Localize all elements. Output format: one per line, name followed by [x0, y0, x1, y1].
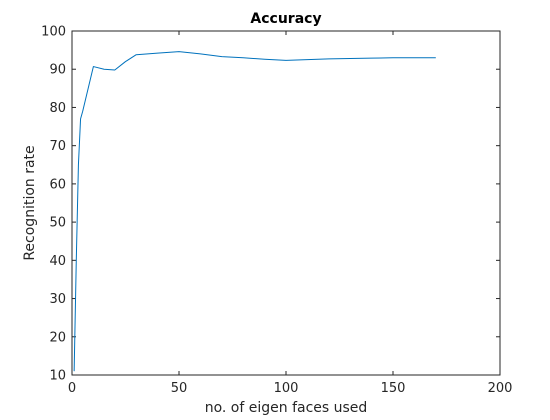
y-tick-label: 10 — [49, 369, 66, 384]
x-tick-label: 100 — [274, 381, 299, 396]
y-tick-label: 80 — [49, 101, 66, 116]
y-tick-label: 60 — [49, 177, 66, 192]
y-tick-label: 100 — [41, 25, 66, 40]
y-axis-label: Recognition rate — [22, 145, 38, 260]
series-layer — [73, 51, 436, 372]
series-line-recognition-rate — [73, 51, 436, 372]
y-tick-label: 40 — [49, 254, 66, 269]
y-tick-label: 30 — [49, 292, 66, 307]
chart-title: Accuracy — [250, 11, 321, 27]
x-tick-label: 200 — [488, 381, 513, 396]
x-tick-label: 50 — [171, 381, 188, 396]
y-tick-label: 50 — [49, 216, 66, 231]
x-tick-label: 150 — [381, 381, 406, 396]
y-tick-label: 90 — [49, 63, 66, 78]
x-tick-label: 0 — [68, 381, 76, 396]
y-tick-label: 20 — [49, 330, 66, 345]
plot-area — [71, 30, 501, 376]
y-tick-label: 70 — [49, 139, 66, 154]
y-axis-ticks: 10 20 30 40 50 60 70 80 90 100 — [41, 25, 500, 384]
x-axis-label: no. of eigen faces used — [205, 400, 368, 416]
x-axis-ticks: 0 50 100 150 200 — [68, 31, 513, 396]
